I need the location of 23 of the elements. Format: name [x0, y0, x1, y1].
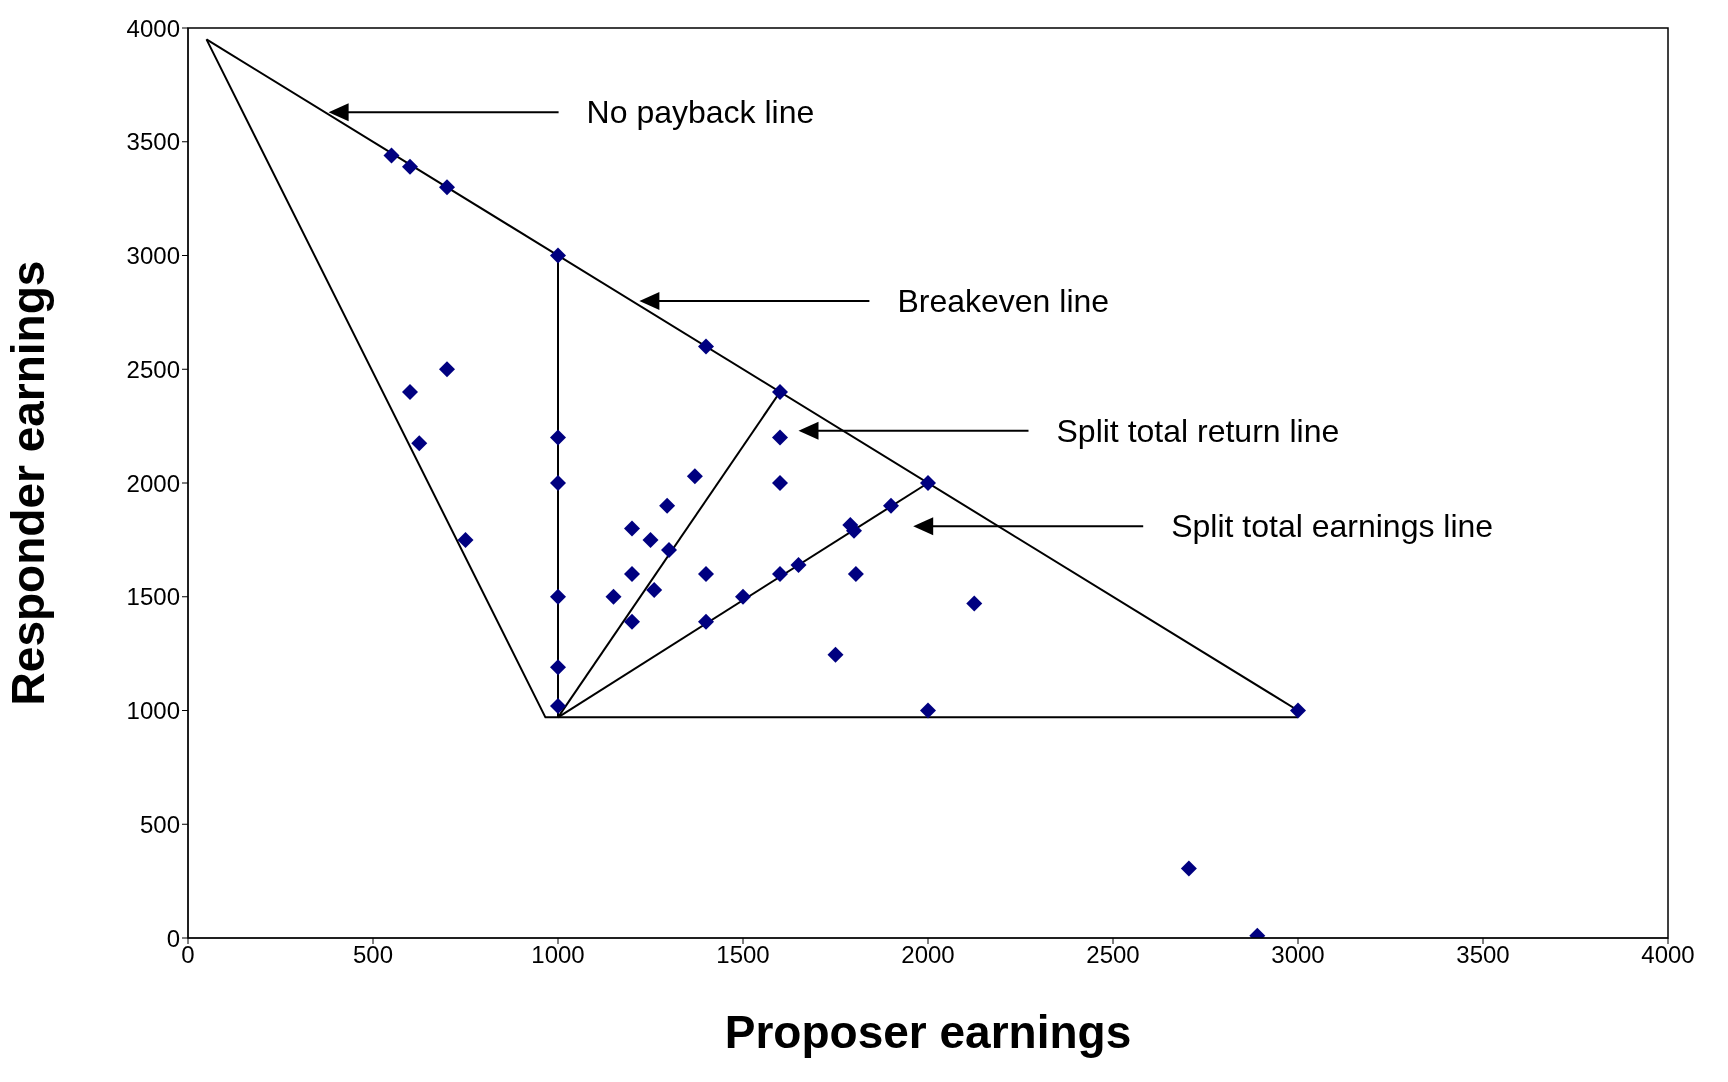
annotation: Breakeven line [897, 283, 1110, 319]
y-tick-label: 1000 [126, 697, 180, 725]
x-tick-label: 1500 [716, 941, 770, 969]
y-tick-label: 2000 [126, 469, 180, 497]
y-tick-label: 4000 [126, 14, 180, 42]
y-tick-label: 1500 [126, 583, 180, 611]
x-tick-label: 3000 [1271, 941, 1325, 969]
y-tick-label: 2500 [126, 355, 180, 383]
y-axis-title: Responder earnings [2, 260, 55, 706]
x-tick-label: 1000 [531, 941, 585, 969]
annotation: Split total earnings line [1171, 508, 1494, 545]
x-tick-label: 500 [352, 941, 394, 969]
x-tick-label: 4000 [1641, 941, 1695, 969]
y-tick-label: 3500 [126, 128, 180, 156]
y-tick-label: 500 [139, 810, 180, 838]
x-tick-label: 3500 [1456, 941, 1510, 969]
annotation: No payback line [586, 94, 815, 131]
x-tick-label: 2000 [901, 941, 955, 969]
x-axis-title: Proposer earnings [724, 1006, 1132, 1058]
x-tick-label: 2500 [1086, 941, 1140, 969]
annotation: Split total return line [1056, 412, 1340, 449]
y-tick-label: 3000 [126, 242, 180, 270]
y-tick-label: 0 [166, 924, 180, 952]
